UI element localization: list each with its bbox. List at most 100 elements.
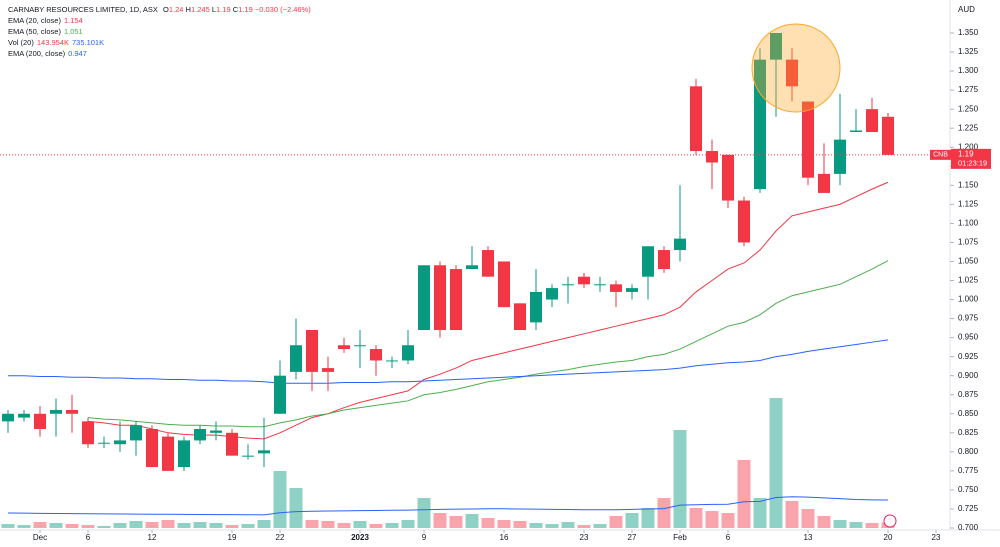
volume-bar <box>241 524 255 528</box>
body <box>786 59 798 87</box>
y-tick-label: 0.925 <box>958 352 979 361</box>
volume-bar <box>177 523 191 528</box>
indicators <box>7 181 889 516</box>
h-letter: H <box>185 5 191 14</box>
x-tick-label: 23 <box>580 533 589 542</box>
volume-bar <box>225 524 239 528</box>
y-tick-label: 1.050 <box>958 257 979 266</box>
y-tick-label: 0.700 <box>958 523 979 532</box>
body <box>386 360 398 362</box>
volume-bar <box>561 521 575 528</box>
volume-bar <box>385 523 399 528</box>
title: CARNABY RESOURCES LIMITED, 1D, ASX <box>8 5 158 14</box>
y-tick-label: 1.200 <box>958 142 979 151</box>
body <box>50 409 62 414</box>
body <box>306 330 318 372</box>
volume-bar <box>705 511 719 528</box>
name: Vol (20) <box>8 38 34 47</box>
body <box>658 250 670 270</box>
body <box>2 413 14 422</box>
value: 1.154 <box>63 16 83 25</box>
legend-ema200: EMA (200, close) 0.947 <box>8 48 314 59</box>
body <box>34 413 46 429</box>
y-tick-label: 0.850 <box>958 409 979 418</box>
volume-bar <box>689 508 703 528</box>
x-tick-label: 19 <box>228 533 237 542</box>
value: 1.051 <box>63 27 83 36</box>
body <box>242 455 254 457</box>
volume-bar <box>625 512 639 528</box>
volume-bar <box>417 497 431 528</box>
x-tick-label: Dec <box>33 533 47 542</box>
change: −0.030 (−2.46%) <box>254 5 311 14</box>
last-price: 1.19 <box>958 149 974 158</box>
volume-bar <box>289 487 303 528</box>
legend-ema20: EMA (20, close) 1.154 <box>8 15 314 26</box>
body <box>98 442 110 444</box>
body <box>178 440 190 468</box>
body <box>354 345 366 347</box>
y-tick-label: 1.075 <box>958 238 979 247</box>
body <box>610 284 622 292</box>
o-val: 1.24 <box>168 5 184 14</box>
volume-bar <box>369 524 383 528</box>
body <box>530 291 542 323</box>
y-tick-label: 1.250 <box>958 104 979 113</box>
value: 0.947 <box>68 49 87 58</box>
volume-bar <box>33 521 47 528</box>
volume-bar <box>449 516 463 528</box>
y-tick-label: 0.725 <box>958 504 979 513</box>
y-tick-label: 1.350 <box>958 28 979 37</box>
y-tick-label: 1.100 <box>958 218 979 227</box>
body <box>482 250 494 277</box>
volume-bar <box>641 508 655 528</box>
volume-bar <box>401 520 415 528</box>
y-tick-label: 1.150 <box>958 180 979 189</box>
symbol: CNB <box>933 152 948 159</box>
body <box>834 139 846 174</box>
body <box>290 345 302 372</box>
y-tick-label: 0.750 <box>958 485 979 494</box>
x-tick-label: 23 <box>932 533 941 542</box>
body <box>578 276 590 285</box>
y-tick-label: 1.125 <box>958 199 979 208</box>
body <box>434 265 446 330</box>
body <box>338 345 350 350</box>
body <box>210 430 222 433</box>
body <box>114 440 126 445</box>
volume-bar <box>577 524 591 528</box>
x-tick-label: 9 <box>422 533 427 542</box>
volume-bar <box>193 521 207 528</box>
x-tick-label: 6 <box>86 533 91 542</box>
body <box>546 288 558 300</box>
y-tick-label: 0.975 <box>958 314 979 323</box>
volume-bar <box>321 520 335 528</box>
x-tick-label: 13 <box>804 533 813 542</box>
y-tick-label: 0.800 <box>958 447 979 456</box>
highlight-circle <box>751 23 841 113</box>
volume-bar <box>817 516 831 528</box>
y-tick-label: 0.950 <box>958 333 979 342</box>
body <box>642 246 654 277</box>
legend: CARNABY RESOURCES LIMITED, 1D, ASX O1.24… <box>8 4 314 59</box>
body <box>690 86 702 152</box>
volume-bar <box>657 497 671 528</box>
volume-bar <box>513 520 527 528</box>
x-tick-label: 2023 <box>351 533 369 542</box>
name: EMA (200, close) <box>8 49 66 58</box>
y-tick-label: 1.325 <box>958 47 979 56</box>
h-val: 1.245 <box>190 5 210 14</box>
event-icon[interactable] <box>883 514 897 528</box>
ohlc: O1.24 H1.245 L1.19 C1.19 −0.030 (−2.46%) <box>163 5 311 14</box>
x-tick-label: 16 <box>500 533 509 542</box>
body <box>818 173 830 193</box>
body <box>738 200 750 243</box>
body <box>802 101 814 178</box>
currency: AUD <box>958 5 975 14</box>
ma-value: 735.101K <box>71 38 105 47</box>
body <box>562 284 574 286</box>
volume-bar <box>433 512 447 528</box>
volume-bar <box>785 501 799 528</box>
volume-bar <box>497 520 511 528</box>
